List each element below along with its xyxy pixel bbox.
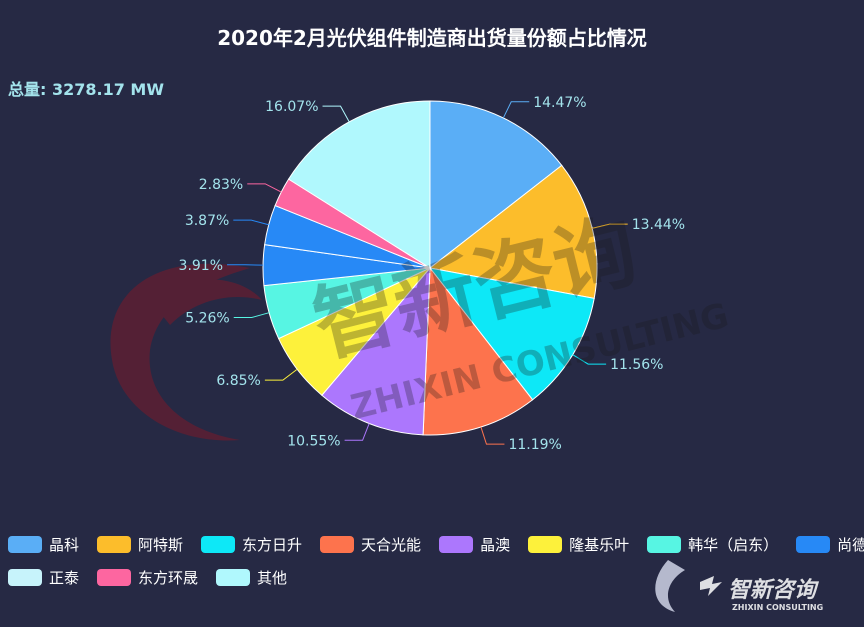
legend-item[interactable]: 隆基乐叶	[528, 534, 629, 555]
legend-label: 晶澳	[480, 535, 511, 554]
legend-label: 天合光能	[361, 535, 422, 554]
legend-label: 东方环晟	[138, 568, 199, 587]
pie-slice-0[interactable]	[429, 100, 563, 270]
legend-item[interactable]: 尚德	[796, 534, 864, 555]
legend-item[interactable]: 晶科	[8, 534, 79, 555]
legend-item[interactable]: 正泰	[8, 567, 79, 588]
data-label-5: 6.85%	[216, 373, 260, 389]
legend-item[interactable]: 天合光能	[320, 534, 421, 555]
legend-label: 阿特斯	[138, 535, 184, 554]
corner-brand-en: ZHIXIN CONSULTING	[732, 603, 823, 612]
pie-slice-3[interactable]	[422, 266, 534, 436]
legend-label: 其他	[257, 568, 288, 587]
legend-swatch	[216, 568, 251, 586]
legend-swatch	[8, 535, 42, 553]
pie-slice-2[interactable]	[428, 267, 595, 401]
data-label-10: 16.07%	[265, 99, 318, 115]
leader-line-0	[502, 101, 530, 119]
data-label-7: 3.91%	[179, 258, 223, 274]
chart-title: 2020年2月光伏组件制造商出货量份额占比情况	[217, 26, 647, 50]
legend-label: 东方日升	[242, 535, 303, 554]
legend-label: 尚德	[837, 535, 864, 554]
legend-label: 正泰	[49, 568, 80, 587]
legend-swatch	[97, 568, 132, 586]
legend-swatch	[796, 535, 831, 553]
data-label-0: 14.47%	[533, 95, 586, 111]
leader-line-5	[264, 368, 298, 381]
leader-line-3	[480, 426, 505, 445]
legend-swatch	[439, 535, 474, 553]
data-label-2: 11.56%	[610, 357, 663, 373]
leader-line-2	[572, 354, 607, 365]
data-label-6: 5.26%	[185, 310, 229, 326]
data-label-3: 11.19%	[508, 437, 561, 453]
legend-row: 正泰 东方环晟 其他	[8, 563, 864, 591]
legend-row: 晶科 阿特斯 东方日升 天合光能 晶澳 隆基乐叶 韩华（启东） 尚德	[8, 530, 864, 558]
legend-item[interactable]: 阿特斯	[97, 534, 183, 555]
leader-line-6	[233, 312, 270, 318]
legend-label: 晶科	[49, 535, 80, 554]
legend-label: 隆基乐叶	[569, 535, 630, 554]
leader-line-4	[344, 423, 370, 441]
legend-swatch	[647, 535, 682, 553]
legend-item[interactable]: 其他	[216, 567, 287, 588]
leader-line-10	[322, 105, 350, 123]
data-label-8: 3.87%	[185, 213, 229, 229]
pie-slice-4[interactable]	[321, 266, 431, 436]
legend: 晶科 阿特斯 东方日升 天合光能 晶澳 隆基乐叶 韩华（启东） 尚德正泰 东方环晟 其他	[8, 530, 864, 596]
legend-swatch	[528, 535, 563, 553]
data-label-1: 13.44%	[632, 217, 685, 233]
data-label-9: 2.83%	[199, 177, 243, 193]
lightning-icon	[700, 576, 722, 596]
legend-swatch	[320, 535, 355, 553]
legend-item[interactable]: 东方环晟	[97, 567, 198, 588]
leader-line-1	[592, 223, 628, 229]
legend-swatch	[8, 568, 42, 586]
legend-item[interactable]: 晶澳	[439, 534, 510, 555]
chart-subtitle: 总量: 3278.17 MW	[8, 80, 164, 99]
legend-label: 韩华（启东）	[688, 535, 779, 554]
legend-item[interactable]: 韩华（启东）	[647, 534, 778, 555]
flame-icon	[655, 560, 685, 612]
leader-line-8	[233, 219, 269, 226]
legend-swatch	[201, 535, 236, 553]
legend-item[interactable]: 东方日升	[201, 534, 302, 555]
legend-swatch	[97, 535, 132, 553]
pie-slice-1[interactable]	[428, 164, 598, 299]
leader-line-9	[247, 183, 282, 193]
corner-brand: 智新咨询	[728, 577, 820, 603]
data-label-4: 10.55%	[287, 433, 340, 449]
